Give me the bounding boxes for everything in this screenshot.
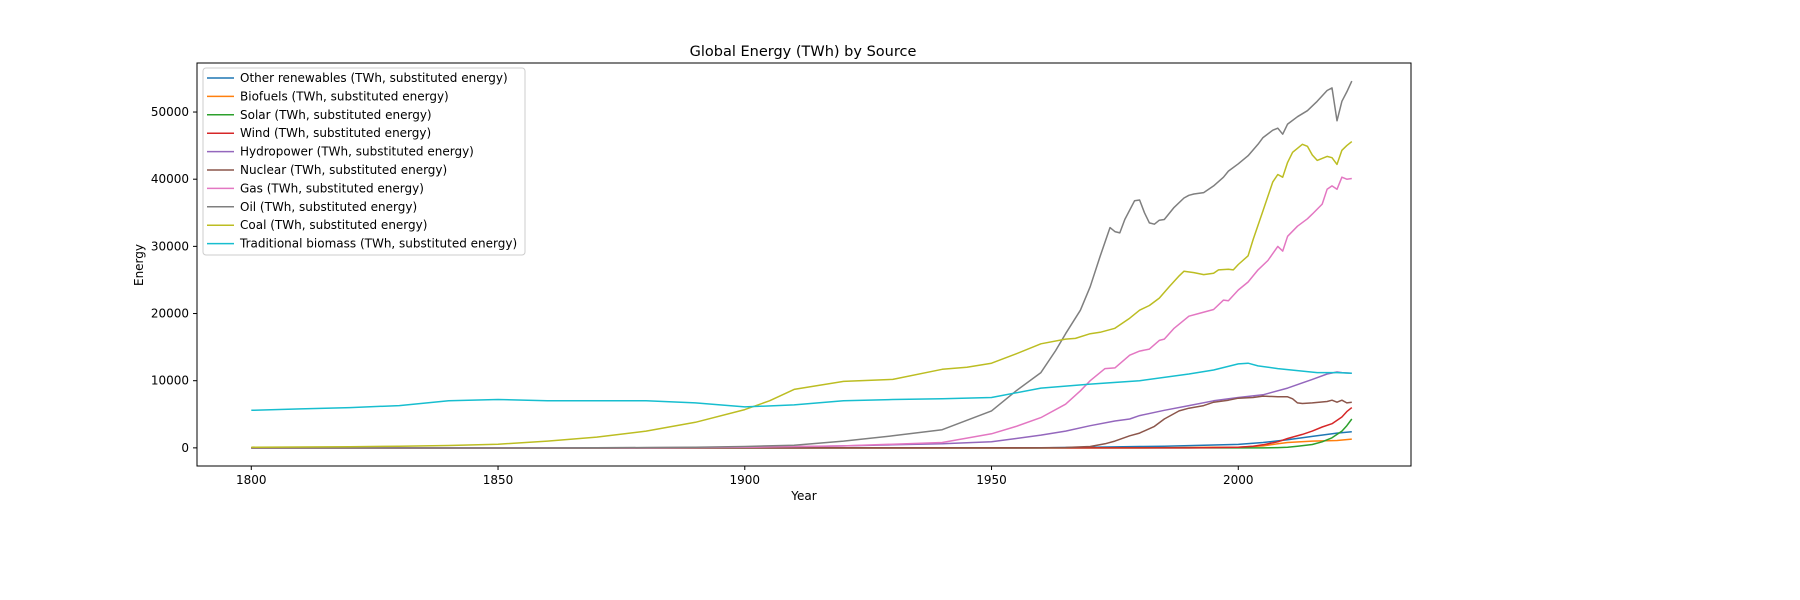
legend-label: Hydropower (TWh, substituted energy)	[240, 145, 474, 159]
series-line	[251, 371, 1352, 449]
legend-label: Gas (TWh, substituted energy)	[240, 181, 424, 195]
legend-label: Wind (TWh, substituted energy)	[240, 126, 431, 140]
legend-label: Other renewables (TWh, substituted energ…	[240, 71, 508, 85]
plot-area	[196, 62, 1412, 467]
series-line	[251, 176, 1352, 449]
x-tick-label: 1950	[976, 473, 1007, 487]
y-axis-label: Energy	[132, 244, 146, 286]
legend-label: Oil (TWh, substituted energy)	[240, 200, 417, 214]
legend-label: Nuclear (TWh, substituted energy)	[240, 163, 447, 177]
plot-frame	[196, 62, 1412, 467]
legend-box	[202, 67, 526, 256]
series-lines	[251, 80, 1353, 449]
legend-label: Solar (TWh, substituted energy)	[240, 108, 432, 122]
y-tick-label: 10000	[151, 374, 189, 388]
legend-label: Traditional biomass (TWh, substituted en…	[239, 237, 517, 251]
y-tick-label: 20000	[151, 307, 189, 321]
x-tick-label: 2000	[1223, 473, 1254, 487]
x-axis: 1800 1850 1900 1950 2000	[236, 466, 1254, 487]
x-tick-label: 1850	[483, 473, 514, 487]
x-tick-label: 1900	[730, 473, 761, 487]
y-tick-label: 50000	[151, 105, 189, 119]
y-axis: 0 10000 20000 30000 40000 50000	[151, 105, 197, 455]
series-line	[251, 80, 1353, 449]
y-tick-label: 30000	[151, 239, 189, 253]
legend-items: Other renewables (TWh, substituted energ…	[207, 71, 517, 251]
y-tick-label: 0	[181, 441, 189, 455]
legend-label: Biofuels (TWh, substituted energy)	[240, 89, 449, 103]
legend-label: Coal (TWh, substituted energy)	[240, 218, 427, 232]
x-axis-label: Year	[790, 489, 816, 503]
x-tick-label: 1800	[236, 473, 267, 487]
series-line	[251, 141, 1353, 448]
series-line	[251, 407, 1353, 449]
series-line	[251, 395, 1352, 449]
legend: Other renewables (TWh, substituted energ…	[202, 67, 526, 256]
series-line	[251, 418, 1353, 449]
y-tick-label: 40000	[151, 172, 189, 186]
chart-title: Global Energy (TWh) by Source	[690, 44, 917, 60]
series-line	[251, 362, 1352, 412]
